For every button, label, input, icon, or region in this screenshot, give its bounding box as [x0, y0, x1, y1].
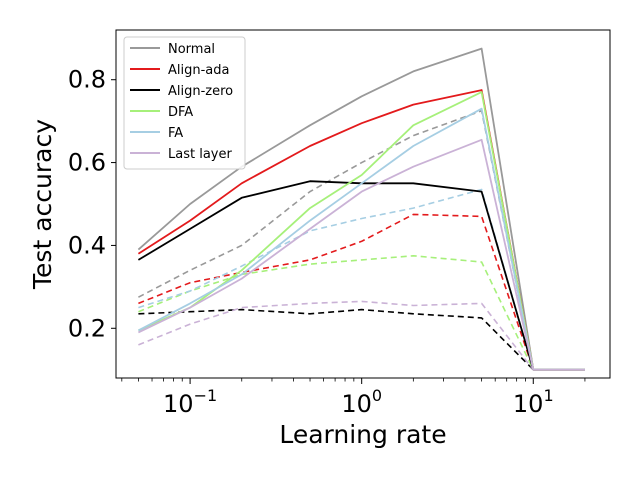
- legend-label-normal: Normal: [168, 42, 215, 57]
- x-tick-label: 101: [513, 386, 554, 418]
- y-tick-label: 0.6: [68, 149, 106, 177]
- series-line-normal-dashed: [138, 110, 585, 371]
- x-axis: 10−1 100 101: [121, 378, 586, 418]
- y-tick-label: 0.8: [68, 66, 106, 94]
- y-tick-label: 0.4: [68, 231, 106, 259]
- y-axis: 0.2 0.4 0.6 0.8: [68, 66, 116, 342]
- legend-label-last-layer: Last layer: [168, 147, 232, 162]
- legend-label-dfa: DFA: [168, 105, 193, 120]
- x-axis-label: Learning rate: [279, 420, 446, 449]
- legend-label-fa: FA: [168, 126, 183, 141]
- series-line-last-layer: [138, 138, 585, 371]
- series-line-dfa-dashed: [138, 255, 585, 371]
- plot-frame: [115, 29, 611, 379]
- legend: Normal Align-ada Align-zero DFA FA Last layer: [123, 36, 246, 170]
- series-layer: [137, 47, 585, 371]
- y-tick-label: 0.2: [68, 314, 106, 342]
- series-line-normal: [137, 47, 585, 371]
- series-line-align-ada-dashed: [138, 213, 585, 371]
- legend-label-align-ada: Align-ada: [168, 63, 229, 78]
- x-tick-label: 100: [341, 386, 382, 418]
- legend-label-align-zero: Align-zero: [168, 84, 233, 99]
- series-line-last-layer-dashed: [138, 300, 585, 371]
- series-line-dfa: [138, 91, 585, 371]
- y-axis-label: Test accuracy: [28, 119, 57, 290]
- series-line-fa: [137, 107, 585, 371]
- x-tick-label: 10−1: [163, 386, 217, 418]
- series-line-align-zero-dashed: [138, 308, 585, 371]
